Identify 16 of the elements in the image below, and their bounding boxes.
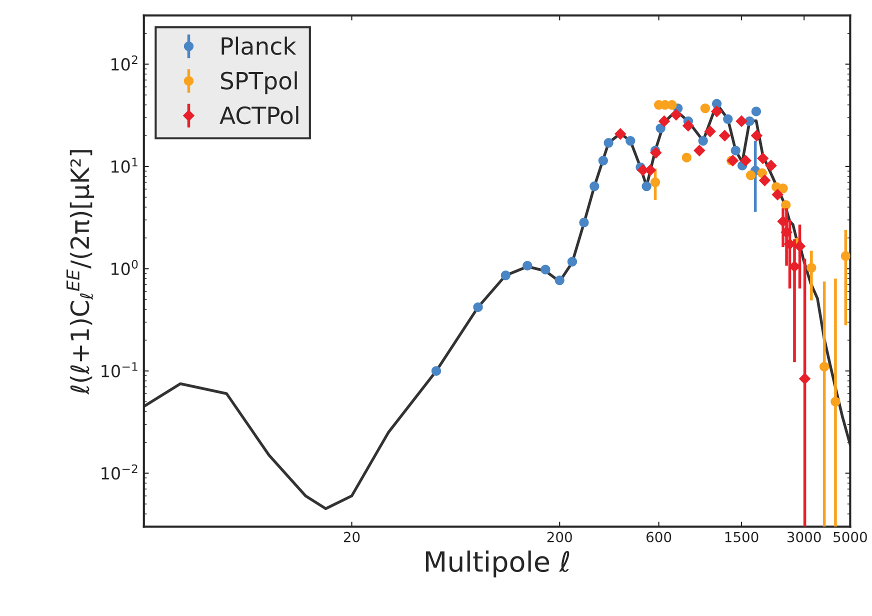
- x-tick-label: 5000: [834, 532, 867, 542]
- x-tick-label: 1500: [725, 532, 758, 542]
- x-tick-label: 600: [646, 532, 672, 542]
- legend-label: SPTpol: [220, 71, 297, 94]
- y-tick-label: 10$^{2}$: [112, 55, 138, 71]
- y-tick-label: 10$^{1}$: [112, 158, 138, 173]
- y-axis-title: ℓ(ℓ+1)C$_{ℓ}$$^{EE}$/(2π)[μK²]: [66, 150, 94, 395]
- y-tick-label: 10$^{−1}$: [102, 362, 138, 378]
- y-tick-label: 10$^{−2}$: [102, 464, 138, 480]
- y-tick-label: 10$^{0}$: [112, 260, 138, 276]
- x-tick-label: 20: [344, 532, 360, 542]
- x-tick-label: 3000: [787, 532, 821, 542]
- legend-label: Planck: [222, 36, 296, 55]
- legend-label: ACTPol: [220, 106, 298, 124]
- x-tick-label: 200: [547, 532, 572, 542]
- x-axis-title: Multipole ℓ: [426, 550, 570, 578]
